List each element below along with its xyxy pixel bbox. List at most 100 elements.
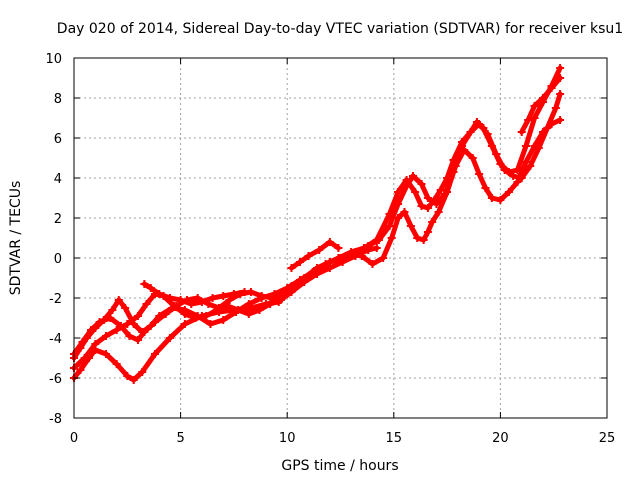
x-tick-label: 20 (492, 431, 509, 446)
data-point (101, 350, 110, 358)
x-tick-label: 10 (279, 431, 296, 446)
data-point (219, 316, 228, 324)
data-point (187, 300, 196, 308)
data-point (556, 64, 565, 72)
data-point (206, 320, 215, 328)
data-point (78, 338, 87, 346)
data-point (417, 202, 426, 210)
data-point (191, 314, 200, 322)
data-point (80, 354, 89, 362)
y-tick-label: -2 (49, 292, 62, 307)
data-point (165, 334, 174, 342)
data-point (394, 214, 403, 222)
data-point (423, 194, 432, 202)
data-point (313, 270, 322, 278)
data-point (125, 332, 134, 340)
data-point (240, 288, 249, 296)
data-point (351, 252, 360, 260)
data-point (408, 172, 417, 180)
data-point (551, 104, 560, 112)
data-point (133, 336, 142, 344)
data-point (123, 372, 132, 380)
data-point (325, 264, 334, 272)
data-point (374, 236, 383, 244)
data-point (304, 252, 313, 260)
data-point (468, 154, 477, 162)
data-point (266, 300, 275, 308)
data-point (423, 228, 432, 236)
data-point (368, 260, 377, 268)
data-point (400, 208, 409, 216)
data-point (219, 292, 228, 300)
data-point (517, 128, 526, 136)
data-point (295, 258, 304, 266)
data-point (180, 310, 189, 318)
data-point (146, 284, 155, 292)
data-point (315, 246, 324, 254)
series-track-g (517, 74, 565, 136)
data-point (475, 170, 484, 178)
data-point (140, 280, 149, 288)
data-point (556, 116, 565, 124)
data-point (229, 290, 238, 298)
data-point (364, 246, 373, 254)
data-point (419, 236, 428, 244)
data-point (526, 162, 535, 170)
series-line (71, 65, 563, 357)
y-tick-label: 0 (54, 252, 62, 267)
data-point (521, 142, 530, 150)
data-point (504, 188, 513, 196)
data-point (202, 312, 211, 320)
data-point (539, 94, 548, 102)
chart-title: Day 020 of 2014, Sidereal Day-to-day VTE… (57, 21, 623, 37)
data-point (385, 222, 394, 230)
data-point (543, 124, 552, 132)
data-point (521, 158, 530, 166)
data-point (432, 200, 441, 208)
y-tick-label: 6 (54, 132, 62, 147)
data-point (170, 302, 179, 310)
data-point (300, 278, 309, 286)
x-tick-label: 0 (70, 431, 78, 446)
data-point (481, 184, 490, 192)
data-point (440, 190, 449, 198)
data-point (95, 318, 104, 326)
data-point (496, 196, 505, 204)
data-point (325, 238, 334, 246)
data-point (223, 302, 232, 310)
data-point (406, 222, 415, 230)
data-point (244, 300, 253, 308)
data-point (101, 332, 110, 340)
data-point (338, 258, 347, 266)
data-point (138, 368, 147, 376)
data-point (413, 234, 422, 242)
y-tick-label: 2 (54, 212, 62, 227)
x-tick-label: 25 (599, 431, 616, 446)
data-point (161, 310, 170, 318)
data-point (121, 304, 130, 312)
data-point (394, 200, 403, 208)
data-point (142, 300, 151, 308)
data-point (449, 168, 458, 176)
data-point (547, 84, 556, 92)
data-point (423, 204, 432, 212)
data-point (496, 160, 505, 168)
data-point (394, 188, 403, 196)
data-point (556, 90, 565, 98)
series-track-c (70, 64, 565, 358)
data-point (379, 254, 388, 262)
data-point (487, 142, 496, 150)
data-point (114, 296, 123, 304)
y-tick-label: 8 (54, 92, 62, 107)
data-point (556, 74, 565, 82)
x-tick-label: 5 (176, 431, 184, 446)
data-point (151, 318, 160, 326)
data-point (112, 360, 121, 368)
data-point (197, 298, 206, 306)
data-point (140, 328, 149, 336)
data-point (517, 174, 526, 182)
data-point (76, 366, 85, 374)
plot-frame (73, 57, 608, 419)
data-point (108, 306, 117, 314)
